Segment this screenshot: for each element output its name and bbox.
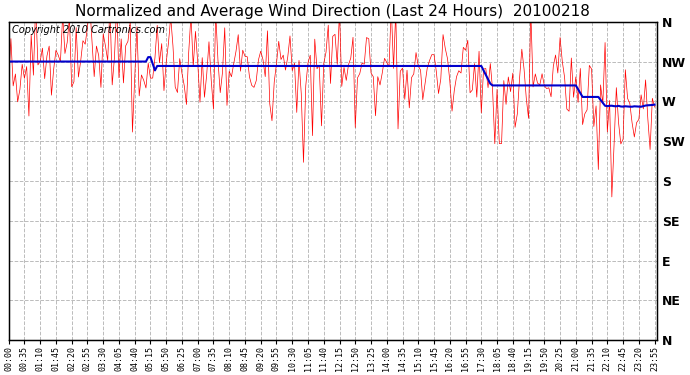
Title: Normalized and Average Wind Direction (Last 24 Hours)  20100218: Normalized and Average Wind Direction (L…: [75, 4, 590, 19]
Text: Copyright 2010 Cartronics.com: Copyright 2010 Cartronics.com: [12, 25, 165, 35]
